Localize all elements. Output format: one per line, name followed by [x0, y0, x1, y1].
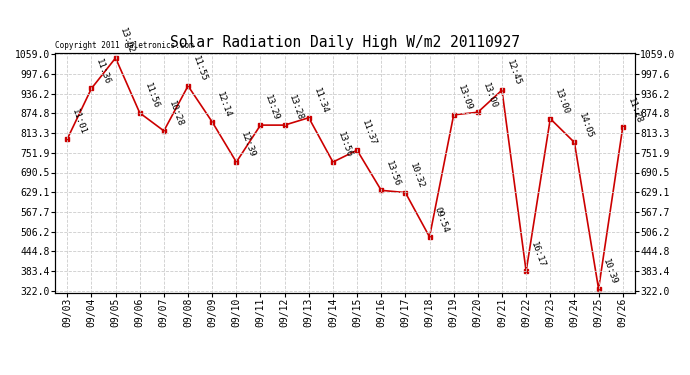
Text: 12:14: 12:14 [215, 91, 233, 119]
Text: 14:05: 14:05 [578, 111, 595, 140]
Text: 11:28: 11:28 [626, 96, 643, 124]
Text: 13:00: 13:00 [481, 81, 498, 110]
Text: 16:17: 16:17 [529, 240, 546, 268]
Text: 11:37: 11:37 [360, 119, 377, 147]
Text: 12:39: 12:39 [239, 131, 257, 159]
Text: 13:02: 13:02 [119, 27, 136, 55]
Text: 12:45: 12:45 [505, 59, 522, 87]
Text: Copyright 2011 daletronics.com: Copyright 2011 daletronics.com [55, 41, 194, 50]
Text: 11:56: 11:56 [143, 82, 160, 110]
Text: 10:28: 10:28 [167, 100, 184, 128]
Text: 13:09: 13:09 [457, 84, 474, 112]
Text: 11:36: 11:36 [95, 57, 112, 86]
Text: 13:29: 13:29 [264, 94, 281, 122]
Title: Solar Radiation Daily High W/m2 20110927: Solar Radiation Daily High W/m2 20110927 [170, 35, 520, 50]
Text: 13:56: 13:56 [384, 159, 402, 188]
Text: 11:55: 11:55 [191, 55, 208, 83]
Text: 09:54: 09:54 [433, 206, 450, 234]
Text: 13:00: 13:00 [553, 88, 571, 116]
Text: 13:28: 13:28 [288, 94, 305, 122]
Text: 11:01: 11:01 [70, 108, 88, 136]
Text: 11:34: 11:34 [312, 87, 329, 115]
Text: 10:39: 10:39 [602, 258, 619, 286]
Text: 13:56: 13:56 [336, 131, 353, 159]
Text: 10:32: 10:32 [408, 162, 426, 190]
